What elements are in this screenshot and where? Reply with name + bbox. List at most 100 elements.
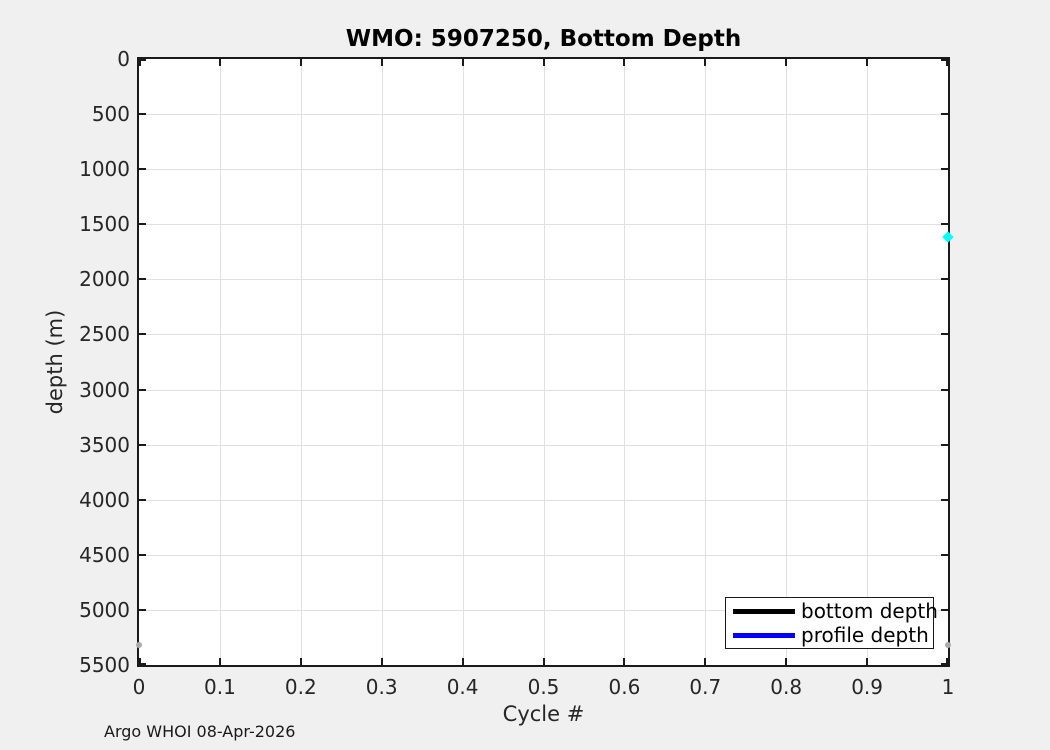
- y-tick-mark-left: [139, 608, 146, 611]
- grid-line-vertical: [300, 59, 302, 665]
- grid-line-horizontal: [139, 389, 948, 391]
- bottom-depth-marker: [945, 642, 951, 649]
- x-tick-mark-top: [946, 59, 948, 66]
- x-tick-mark-top: [380, 59, 383, 66]
- y-tick-mark-right: [941, 333, 948, 336]
- x-tick-mark-top: [623, 59, 626, 66]
- y-tick-label: 5500: [79, 653, 130, 677]
- x-tick-label: 1: [941, 675, 955, 699]
- y-tick-mark-right: [941, 59, 948, 61]
- grid-line-vertical: [543, 59, 545, 665]
- x-tick-label: 0.9: [851, 675, 883, 699]
- x-tick-mark-bottom: [704, 658, 707, 665]
- y-tick-mark-left: [139, 333, 146, 336]
- y-tick-mark-right: [941, 388, 948, 391]
- y-tick-label: 0: [117, 47, 130, 71]
- legend-line-bottom-depth-icon: [733, 608, 795, 614]
- y-tick-label: 4500: [79, 542, 130, 567]
- x-tick-label: 0.7: [689, 675, 722, 699]
- x-tick-mark-bottom: [866, 658, 869, 665]
- y-tick-mark-left: [139, 553, 146, 556]
- grid-line-horizontal: [139, 224, 948, 226]
- bottom-depth-marker: [136, 642, 142, 649]
- legend-entry-profile-depth: profile depth: [726, 624, 933, 646]
- y-tick-label: 4000: [79, 487, 130, 512]
- grid-line-horizontal: [139, 334, 948, 336]
- y-tick-mark-left: [139, 498, 146, 501]
- y-tick-label: 3000: [79, 377, 130, 402]
- y-tick-mark-right: [941, 113, 948, 116]
- x-tick-mark-bottom: [461, 658, 464, 665]
- grid-line-vertical: [219, 59, 221, 665]
- y-tick-mark-right: [941, 443, 948, 446]
- y-tick-mark-left: [139, 278, 146, 281]
- y-tick-mark-right: [941, 168, 948, 171]
- x-tick-label: 0.3: [365, 675, 398, 699]
- y-tick-mark-left: [139, 223, 146, 226]
- grid-line-vertical: [867, 59, 869, 665]
- grid-line-horizontal: [139, 444, 948, 446]
- profile-depth-marker: [942, 231, 954, 244]
- x-tick-mark-bottom: [623, 658, 626, 665]
- y-tick-mark-left: [139, 59, 146, 61]
- grid-line-horizontal: [139, 609, 948, 611]
- chart-title: WMO: 5907250, Bottom Depth: [345, 26, 742, 52]
- y-tick-mark-right: [941, 278, 948, 281]
- grid-line-vertical: [705, 59, 707, 665]
- grid-line-vertical: [381, 59, 383, 665]
- y-tick-mark-right: [941, 223, 948, 226]
- x-tick-mark-top: [866, 59, 869, 66]
- x-tick-mark-top: [461, 59, 464, 66]
- y-tick-mark-left: [139, 388, 146, 391]
- x-tick-label: 0.2: [284, 675, 317, 699]
- grid-line-horizontal: [139, 114, 948, 116]
- plot-area: bottom depth profile depth: [136, 57, 954, 667]
- y-tick-label: 2500: [79, 322, 130, 347]
- x-tick-mark-bottom: [299, 658, 302, 665]
- grid-line-horizontal: [139, 554, 948, 556]
- grid-line-vertical: [786, 59, 788, 665]
- y-tick-mark-right: [941, 553, 948, 556]
- x-tick-label: 0: [132, 675, 146, 699]
- x-tick-mark-top: [704, 59, 707, 66]
- x-tick-mark-bottom: [785, 658, 788, 665]
- watermark-text: Argo WHOI 08-Apr-2026: [104, 722, 296, 741]
- y-tick-label: 1500: [79, 212, 130, 237]
- y-tick-mark-right: [941, 663, 948, 665]
- y-tick-label: 1000: [79, 157, 130, 182]
- x-tick-label: 0.1: [203, 675, 236, 699]
- legend: bottom depth profile depth: [725, 597, 938, 649]
- y-tick-mark-left: [139, 443, 146, 446]
- x-tick-label: 0.5: [527, 675, 560, 699]
- y-tick-label: 500: [91, 102, 130, 127]
- y-tick-label: 2000: [79, 267, 130, 292]
- x-tick-mark-top: [542, 59, 545, 66]
- grid-line-vertical: [462, 59, 464, 665]
- y-tick-mark-left: [139, 663, 146, 665]
- y-tick-mark-right: [941, 608, 948, 611]
- legend-label-profile-depth: profile depth: [801, 623, 929, 647]
- legend-entry-bottom-depth: bottom depth: [726, 600, 938, 622]
- x-tick-mark-bottom: [542, 658, 545, 665]
- x-tick-label: 0.6: [608, 675, 641, 699]
- grid-line-vertical: [624, 59, 626, 665]
- x-tick-mark-bottom: [139, 658, 141, 665]
- y-tick-mark-left: [139, 113, 146, 116]
- x-tick-mark-bottom: [218, 658, 221, 665]
- x-tick-mark-top: [785, 59, 788, 66]
- y-tick-mark-right: [941, 498, 948, 501]
- grid-line-horizontal: [139, 499, 948, 501]
- x-axis-label: Cycle #: [502, 702, 585, 726]
- x-tick-mark-bottom: [946, 658, 948, 665]
- legend-line-profile-depth-icon: [733, 632, 795, 638]
- x-tick-mark-top: [218, 59, 221, 66]
- y-tick-label: 3500: [79, 432, 130, 457]
- y-tick-label: 5000: [79, 597, 130, 622]
- x-tick-mark-bottom: [380, 658, 383, 665]
- x-tick-label: 0.4: [446, 675, 479, 699]
- x-tick-mark-top: [139, 59, 141, 66]
- x-tick-label: 0.8: [770, 675, 803, 699]
- grid-line-horizontal: [139, 279, 948, 281]
- grid-line-horizontal: [139, 169, 948, 171]
